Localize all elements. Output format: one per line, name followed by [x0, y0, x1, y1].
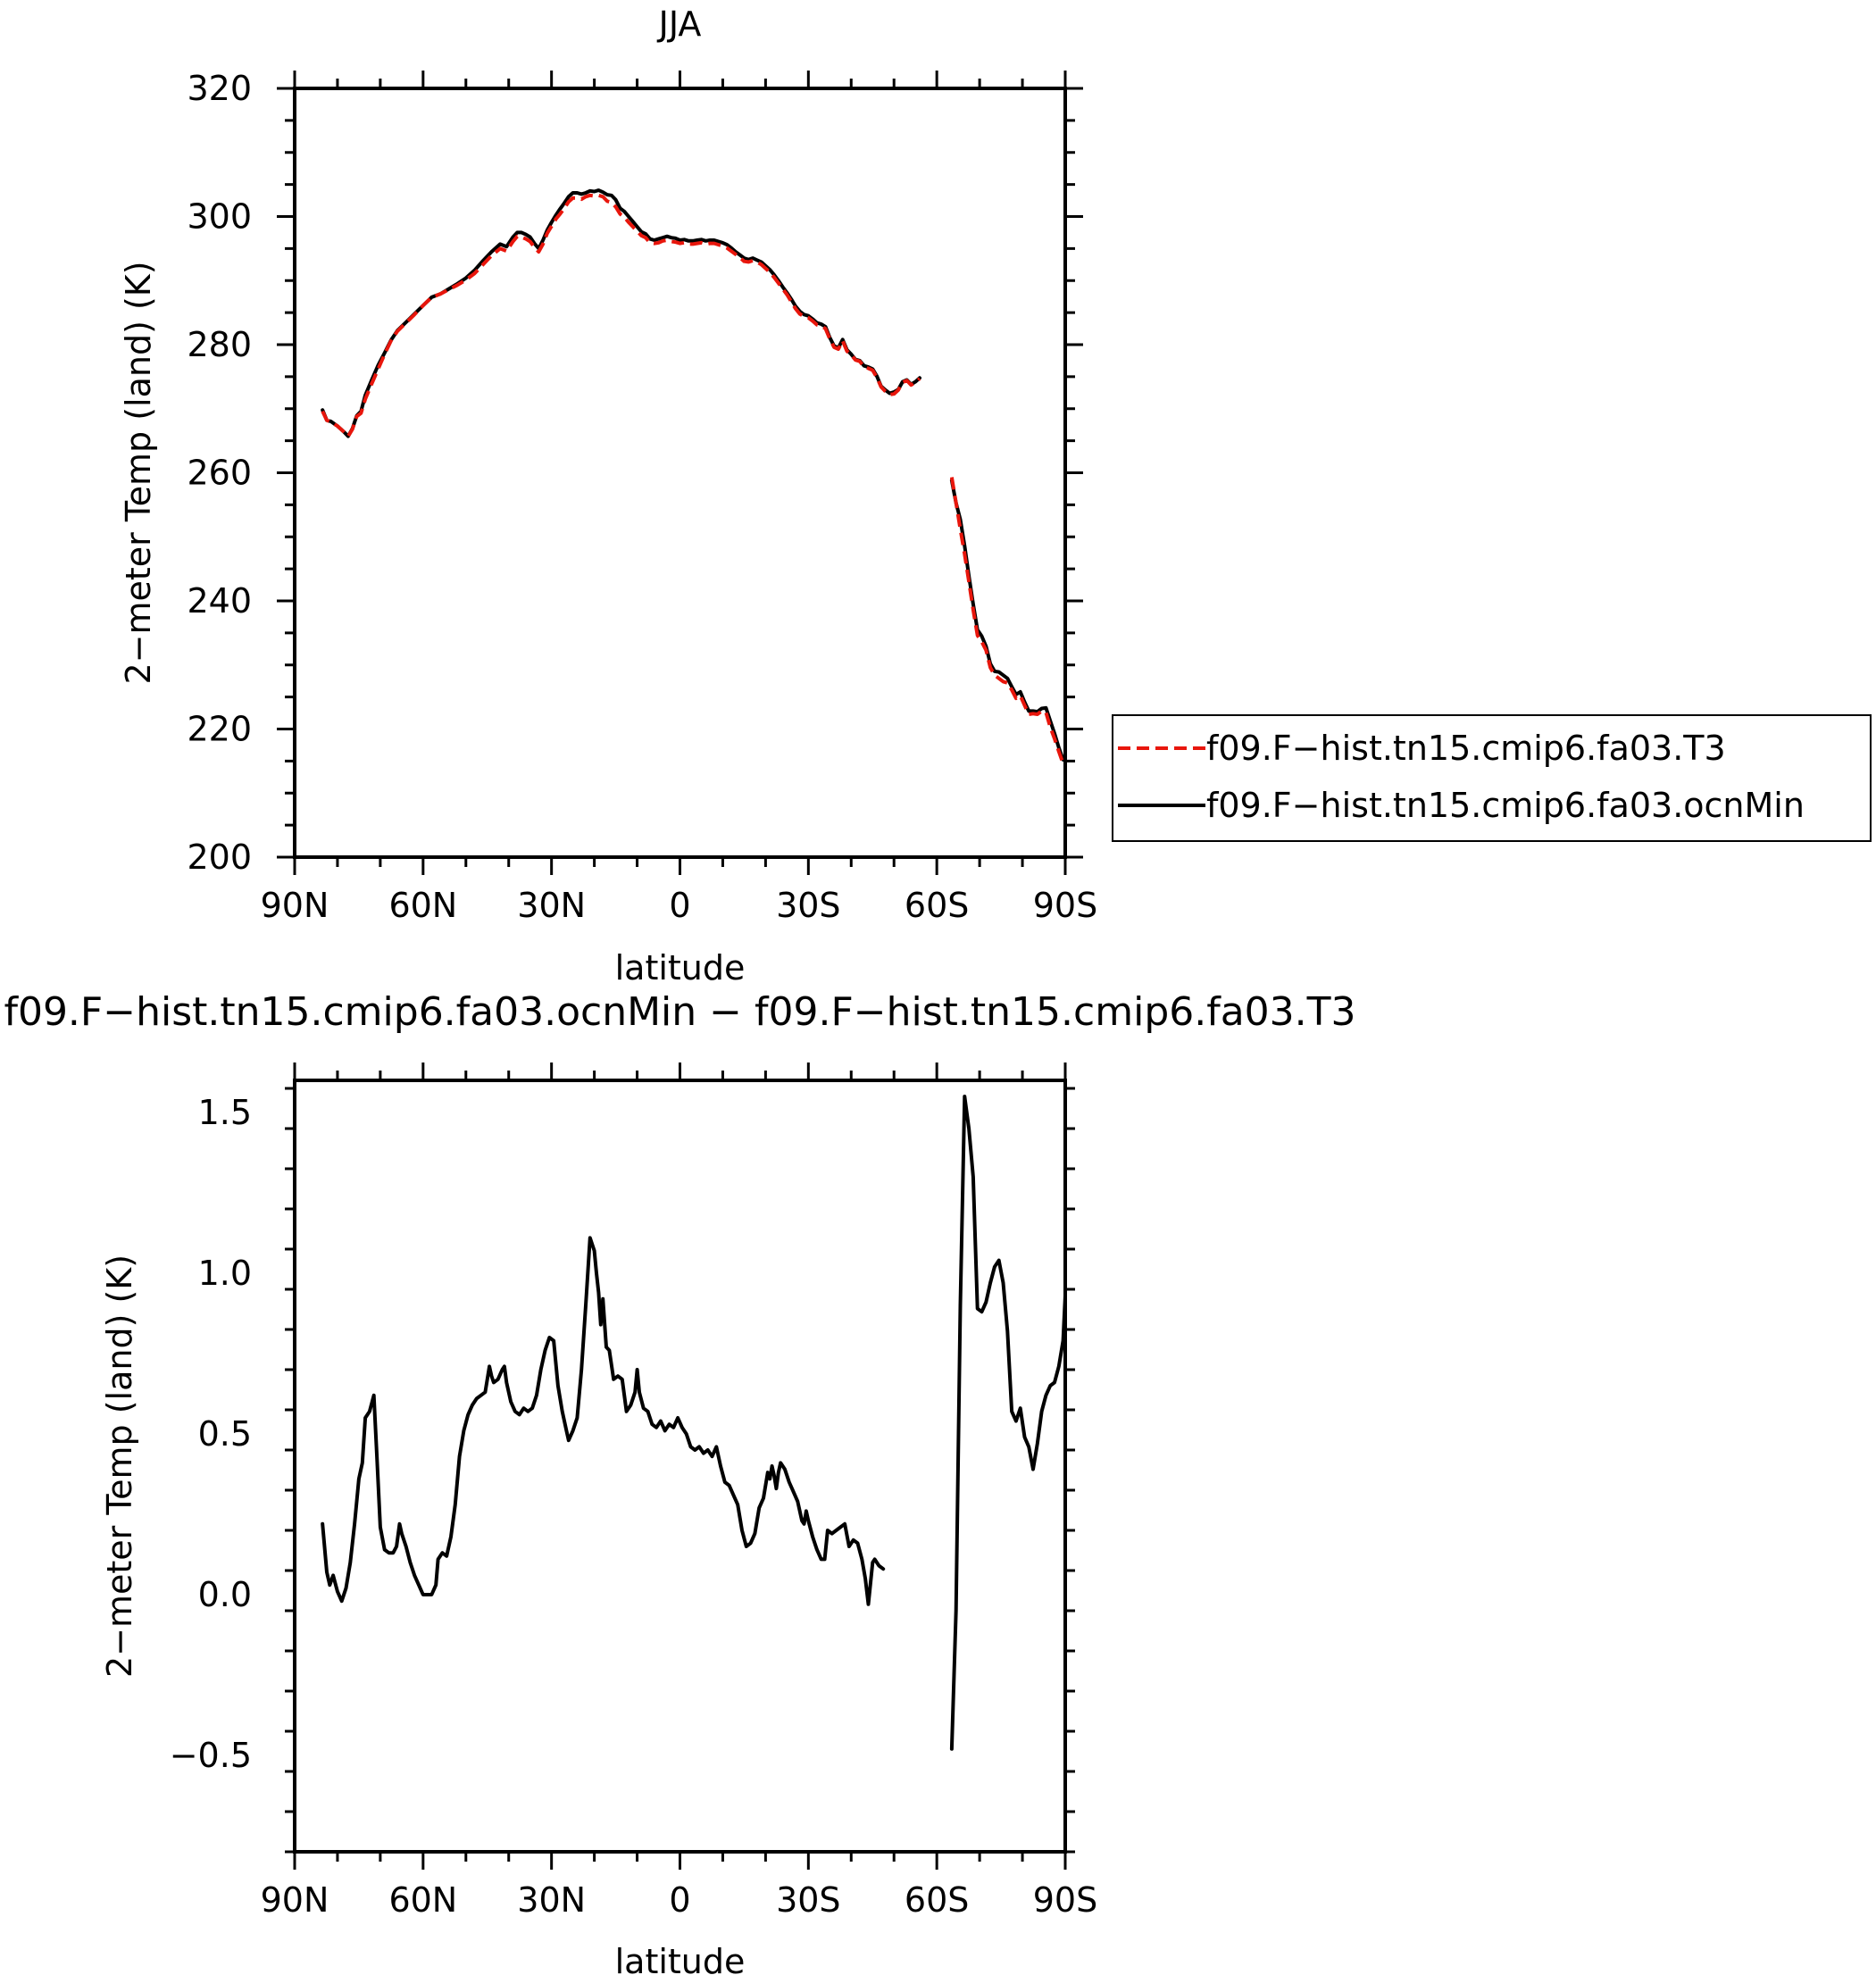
- bottom-chart-y-axis-label: 2−meter Temp (land) (K): [100, 1254, 139, 1678]
- bottom-chart: f09.F−hist.tn15.cmip6.fa03.ocnMin − f09.…: [4, 989, 1355, 1975]
- top-chart-ticks: 90N 60N 30N 0 30S 60S 90S 200 220 240 260 280 300 320: [187, 69, 1097, 925]
- series-line-0: [949, 1095, 1067, 1751]
- bottom-chart-series: [321, 1095, 1067, 1751]
- y-tick-label: 260: [187, 454, 252, 493]
- bottom-chart-title: f09.F−hist.tn15.cmip6.fa03.ocnMin − f09.…: [4, 989, 1355, 1035]
- series-line-0: [321, 193, 921, 438]
- x-tick-label: 0: [669, 1880, 690, 1920]
- x-tick-label: 60N: [388, 1880, 457, 1920]
- top-chart: JJA 2−meter Temp (land) (K) latitude 90N…: [119, 4, 1097, 988]
- legend: f09.F−hist.tn15.cmip6.fa03.T3 f09.F−hist…: [1112, 714, 1872, 842]
- top-chart-series: [321, 188, 1067, 768]
- x-tick-label: 60N: [388, 886, 457, 925]
- y-tick-label: 300: [187, 197, 252, 237]
- y-tick-label: 1.0: [198, 1254, 252, 1293]
- bottom-chart-x-axis-label: latitude: [615, 1942, 746, 1975]
- series-line-0: [321, 1236, 886, 1606]
- y-tick-label: 0.5: [198, 1414, 252, 1454]
- legend-label-t3: f09.F−hist.tn15.cmip6.fa03.T3: [1206, 729, 1726, 768]
- top-chart-x-axis-label: latitude: [615, 948, 746, 988]
- x-tick-label: 90N: [261, 1880, 329, 1920]
- y-tick-label: 280: [187, 325, 252, 364]
- x-tick-label: 60S: [905, 1880, 969, 1920]
- x-tick-label: 90S: [1033, 886, 1097, 925]
- x-tick-label: 30S: [776, 886, 840, 925]
- x-tick-label: 30N: [517, 1880, 586, 1920]
- y-tick-label: 1.5: [198, 1093, 252, 1132]
- x-tick-label: 0: [669, 886, 690, 925]
- series-line-1: [321, 188, 921, 438]
- x-tick-label: 90N: [261, 886, 329, 925]
- top-chart-frame: [293, 87, 1067, 859]
- x-tick-label: 30S: [776, 1880, 840, 1920]
- y-tick-label: 220: [187, 710, 252, 749]
- legend-box: [1112, 714, 1872, 842]
- y-tick-label: 0.0: [198, 1575, 252, 1614]
- top-chart-title: JJA: [657, 4, 702, 44]
- x-tick-label: 90S: [1033, 1880, 1097, 1920]
- bottom-chart-frame: [293, 1079, 1067, 1854]
- x-tick-label: 30N: [517, 886, 586, 925]
- y-tick-label: 320: [187, 69, 252, 108]
- series-line-0: [949, 477, 1067, 768]
- y-tick-label: 240: [187, 581, 252, 621]
- y-tick-label: −0.5: [170, 1736, 252, 1775]
- top-chart-y-axis-label: 2−meter Temp (land) (K): [119, 261, 158, 684]
- y-tick-label: 200: [187, 838, 252, 877]
- x-tick-label: 60S: [905, 886, 969, 925]
- legend-label-ocnmin: f09.F−hist.tn15.cmip6.fa03.ocnMin: [1206, 786, 1805, 825]
